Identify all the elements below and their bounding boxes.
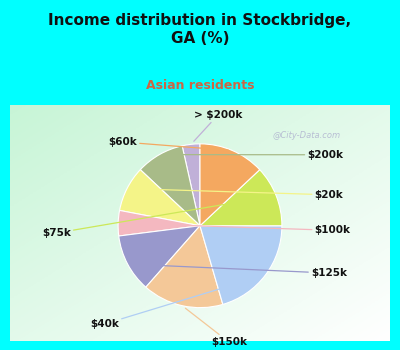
Text: Income distribution in Stockbridge,
GA (%): Income distribution in Stockbridge, GA (… xyxy=(48,13,352,46)
Wedge shape xyxy=(120,170,200,226)
Text: $200k: $200k xyxy=(164,150,343,160)
Text: $40k: $40k xyxy=(90,276,262,329)
Wedge shape xyxy=(182,144,200,226)
Text: $100k: $100k xyxy=(122,223,351,235)
Text: $125k: $125k xyxy=(132,264,347,278)
Text: @City-Data.com: @City-Data.com xyxy=(272,131,340,140)
Wedge shape xyxy=(119,226,200,287)
Text: $75k: $75k xyxy=(42,196,272,238)
Wedge shape xyxy=(140,146,200,226)
Wedge shape xyxy=(200,144,260,226)
Text: > $200k: > $200k xyxy=(194,110,242,141)
Wedge shape xyxy=(118,210,200,236)
Wedge shape xyxy=(200,226,282,304)
Text: $20k: $20k xyxy=(131,189,344,200)
Wedge shape xyxy=(200,170,282,226)
Text: $150k: $150k xyxy=(186,308,247,347)
Text: Asian residents: Asian residents xyxy=(146,79,254,92)
Text: $60k: $60k xyxy=(108,137,228,150)
Wedge shape xyxy=(146,226,223,308)
